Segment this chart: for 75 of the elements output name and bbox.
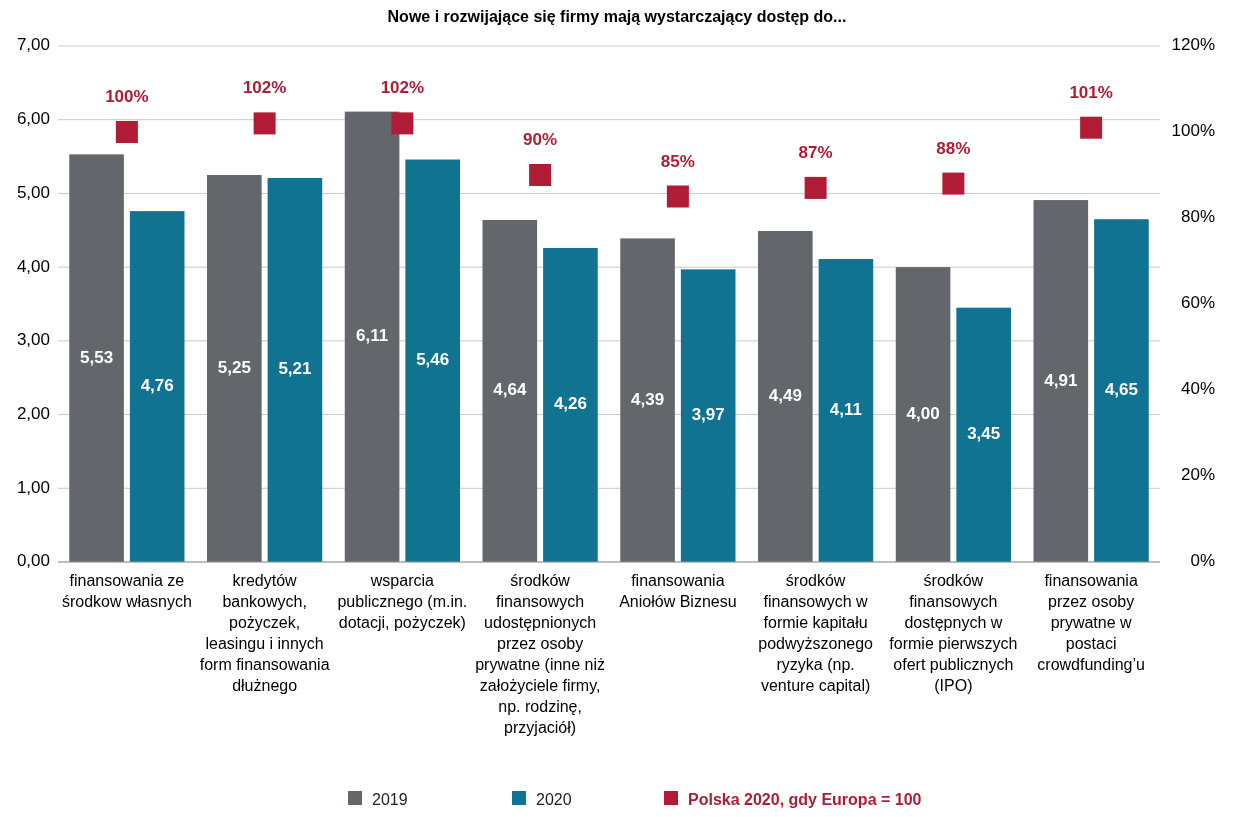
- x-tick-label: finansowania przez osoby prywatne w postaci crowdfunding’u: [1037, 572, 1145, 673]
- point: [804, 176, 827, 199]
- data-label: 88%: [936, 138, 971, 158]
- x-tick-label: finansowania Aniołów Biznesu: [619, 572, 737, 610]
- bar: [758, 231, 813, 562]
- bar: [405, 159, 460, 562]
- point: [529, 164, 552, 186]
- data-label: 4,26: [553, 394, 587, 414]
- bar: [482, 219, 538, 562]
- bar: [1033, 200, 1089, 562]
- y2-tick-label: 120%: [1171, 35, 1215, 55]
- y2-tick-label: 80%: [1180, 207, 1215, 227]
- data-label: 3,97: [691, 405, 725, 425]
- y-tick-label: 1,00: [16, 477, 50, 497]
- bar: [620, 238, 675, 562]
- data-label: 5,25: [217, 357, 251, 377]
- bar: [895, 267, 951, 562]
- data-label: 4,64: [493, 380, 527, 400]
- data-label: 4,11: [829, 400, 863, 419]
- bar: [956, 307, 1011, 562]
- data-label: 4,39: [631, 389, 665, 409]
- y-tick-label: 2,00: [16, 404, 50, 424]
- x-tick-label: finansowania ze środkow własnych: [61, 572, 192, 610]
- legend-label: 2020: [536, 791, 572, 808]
- bar: [344, 111, 400, 562]
- data-label: 3,45: [967, 424, 1001, 444]
- data-label: 4,65: [1104, 380, 1138, 400]
- data-label: 85%: [660, 151, 695, 171]
- y-tick-label: 4,00: [16, 256, 50, 276]
- point: [115, 121, 138, 143]
- y-tick-label: 3,00: [16, 330, 50, 350]
- point: [391, 112, 414, 135]
- point: [942, 172, 965, 195]
- y-tick-label: 0,00: [16, 551, 50, 571]
- bar: [267, 177, 323, 562]
- legend-label: 2019: [372, 791, 408, 808]
- data-label: 5,46: [416, 350, 450, 370]
- x-tick-label: środków finansowych w formie kapitału podwyższonego ryzyka (np. venture capital): [758, 572, 874, 694]
- y2-tick-label: 40%: [1180, 379, 1215, 399]
- data-label: 101%: [1069, 82, 1113, 102]
- data-label: 5,53: [80, 347, 114, 367]
- bar: [1094, 219, 1149, 562]
- data-label: 4,00: [906, 404, 940, 424]
- y-tick-label: 6,00: [16, 109, 50, 129]
- data-label: 100%: [105, 87, 149, 106]
- x-tick-label: kredytów bankowych, pożyczek, leasingu i innych form finansowania dłużnego: [199, 572, 330, 694]
- data-label: 4,49: [768, 386, 802, 405]
- bar: [207, 175, 262, 562]
- data-label: 5,21: [278, 359, 312, 379]
- bar: [680, 269, 736, 562]
- y2-tick-label: 0%: [1190, 551, 1215, 571]
- y2-tick-label: 100%: [1171, 121, 1215, 141]
- y-tick-label: 7,00: [16, 35, 50, 55]
- x-tick-label: wsparcia publicznego (m.in. dotacji, pożyczek): [337, 572, 468, 631]
- data-label: 4,91: [1044, 370, 1078, 390]
- y2-tick-label: 60%: [1180, 293, 1215, 313]
- y2-tick-label: 20%: [1180, 465, 1215, 485]
- point: [1080, 116, 1103, 139]
- point: [666, 185, 689, 208]
- data-label: 87%: [798, 142, 833, 162]
- x-tick-label: środków finansowych dostępnych w formie pierwszych ofert publicznych (IPO): [889, 572, 1018, 694]
- data-label: 102%: [242, 78, 287, 98]
- chart-title: Nowe i rozwijające się firmy mają wystarczający dostęp do...: [387, 8, 847, 25]
- data-label: 102%: [380, 78, 425, 98]
- data-label: 90%: [523, 130, 558, 149]
- data-label: 6,11: [355, 326, 389, 346]
- bar: [129, 211, 185, 562]
- bar: [543, 247, 598, 562]
- point: [253, 112, 276, 135]
- bar: [818, 259, 874, 562]
- data-label: 4,76: [140, 376, 174, 396]
- y-tick-label: 5,00: [16, 182, 50, 202]
- legend-label: Polska 2020, gdy Europa = 100: [688, 791, 922, 808]
- bar: [69, 154, 124, 562]
- x-tick-label: środków finansowych udostępnionych przez osoby prywatne (inne niż założyciele firmy, np. rodzinę, przyjaciół): [475, 572, 606, 736]
